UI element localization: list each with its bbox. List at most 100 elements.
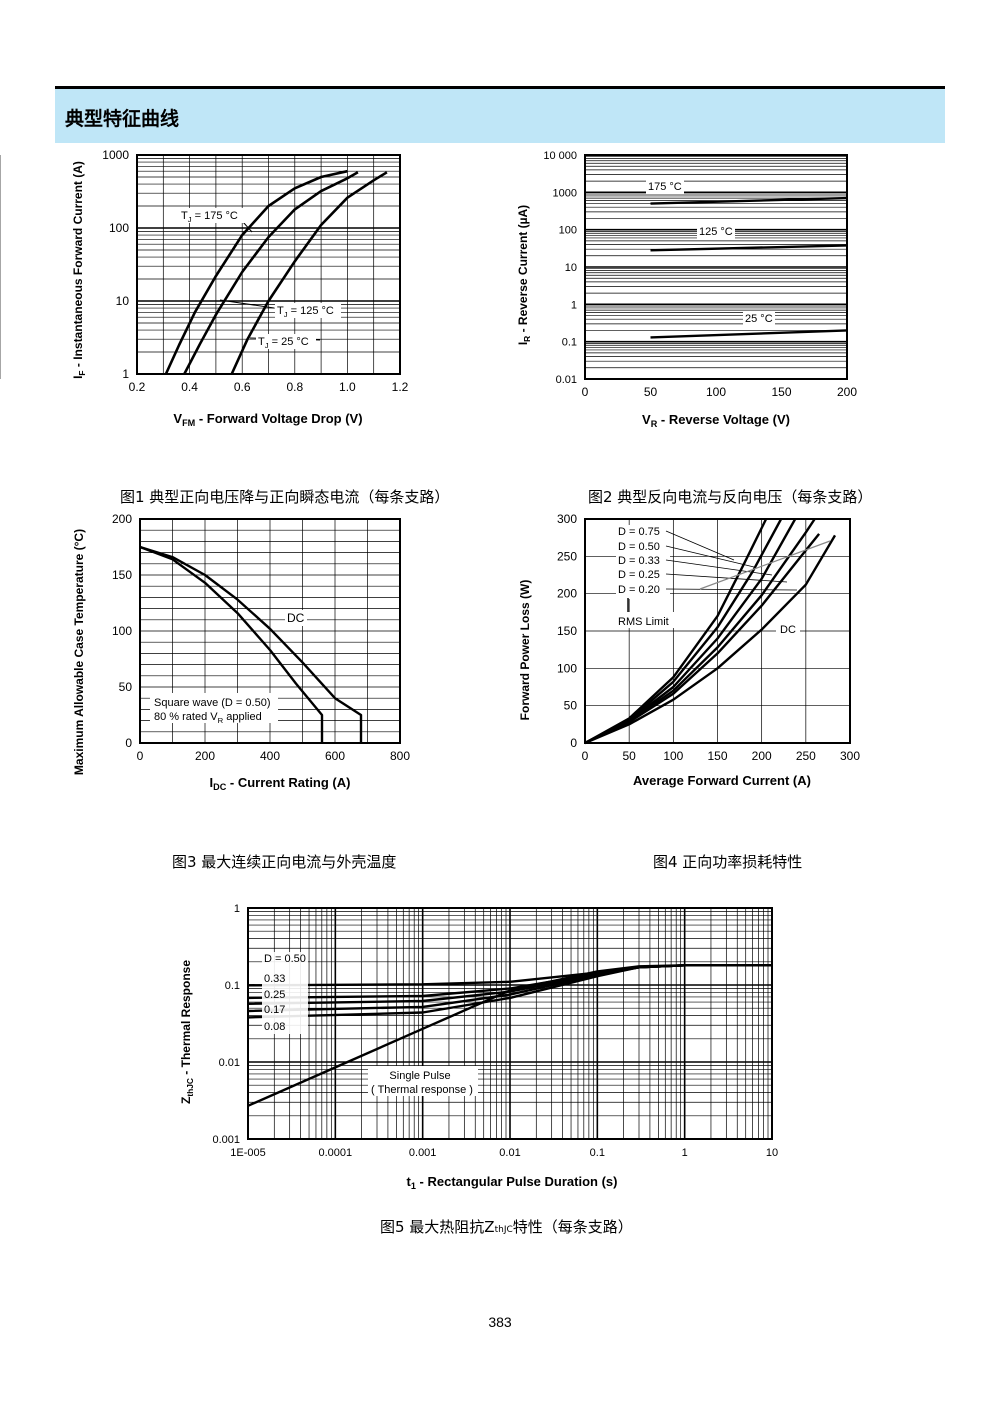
y-tick-label: 300	[557, 512, 577, 526]
figure-3-caption: 图3 最大连续正向电流与外壳温度	[172, 853, 397, 871]
x-tick-label: 100	[663, 749, 683, 763]
y-axis-title: IF - Instantaneous Forward Current (A)	[71, 161, 87, 379]
y-tick-label: 150	[112, 568, 132, 582]
x-tick-label: 1.2	[392, 380, 409, 394]
plot-frame	[139, 518, 401, 744]
x-tick-label: 200	[195, 749, 215, 763]
series-label: 0.33	[264, 973, 285, 985]
figure-4-caption: 图4 正向功率损耗特性	[653, 853, 803, 871]
y-axis-title: Forward Power Loss (W)	[518, 580, 532, 721]
figure-5-caption-tail: 特性（每条支路）	[512, 1218, 633, 1236]
x-tick-label: 800	[390, 749, 410, 763]
series-label: D = 0.75	[618, 526, 660, 538]
y-axis-title: IR - Reverse Current (µA)	[516, 205, 532, 345]
x-tick-label: 0.6	[234, 380, 251, 394]
figure-5-caption-main: 图5 最大热阻抗Z	[380, 1218, 495, 1236]
x-tick-label: 0.1	[590, 1147, 605, 1159]
figure-1-caption: 图1 典型正向电压降与正向瞬态电流（每条支路）	[120, 488, 450, 506]
series-label: D = 0.33	[618, 555, 660, 567]
label-background	[616, 525, 670, 599]
page-number: 383	[488, 1314, 512, 1330]
label-background	[256, 334, 316, 349]
rms-limit-line	[699, 540, 831, 590]
section-header-band	[55, 89, 945, 143]
y-tick-label: 50	[564, 699, 578, 713]
series-label: D = 0.50	[618, 541, 660, 553]
y-tick-label: 1	[122, 367, 129, 381]
x-tick-label: 1.0	[339, 380, 356, 394]
series-label: D = 0.25	[618, 569, 660, 581]
y-tick-label: 200	[112, 512, 132, 526]
x-tick-label: 0.8	[286, 380, 303, 394]
y-tick-label: 50	[119, 680, 133, 694]
x-tick-label: 0.4	[181, 380, 198, 394]
figure-3-chart: 0 200 400 600 800 0 50 100 150 200 DC Square wave (…	[72, 512, 410, 792]
x-tick-label: 250	[796, 749, 816, 763]
x-tick-label: 0.01	[499, 1147, 520, 1159]
section-title: 典型特征曲线	[65, 108, 180, 130]
y-tick-label: 0.1	[225, 980, 240, 992]
label-background	[275, 303, 341, 318]
series-label: DC	[287, 611, 305, 625]
x-tick-label: 0.2	[129, 380, 146, 394]
y-tick-label: 250	[557, 549, 577, 563]
x-tick-label: 600	[325, 749, 345, 763]
plot-frame	[136, 154, 401, 375]
series-label: 25 °C	[745, 313, 773, 325]
series-label: TJ = 175 °C	[181, 210, 238, 224]
rms-limit-label: RMS Limit	[618, 616, 669, 628]
y-tick-label: 0.001	[212, 1134, 240, 1146]
leader-line	[665, 588, 798, 591]
series-line	[183, 171, 359, 375]
series-line	[650, 196, 848, 205]
series-label: 0.25	[264, 989, 285, 1001]
x-tick-label: 200	[837, 385, 857, 399]
x-axis-title: VR - Reverse Voltage (V)	[642, 412, 790, 429]
figure-5-caption: 图5 最大热阻抗ZthJC特性（每条支路）	[380, 1216, 633, 1237]
plot-frame	[247, 907, 773, 1140]
x-tick-label: 200	[752, 749, 772, 763]
series-label: 0.08	[264, 1021, 285, 1033]
label-background	[368, 1066, 478, 1096]
x-axis-title: VFM - Forward Voltage Drop (V)	[173, 411, 362, 428]
figure-1-chart: 0.2 0.4 0.6 0.8 1.0 1.2 1 10 100 1000 TJ = 175 °C T…	[71, 148, 409, 428]
series-line	[584, 534, 837, 745]
figure-2-chart: 0 50 100 150 200 0.01 0.1 1 10 100 1000 10 000 175 °…	[0, 150, 857, 429]
series-label: D = 0.20	[618, 584, 660, 596]
series-label: D = 0.50	[264, 953, 306, 965]
x-tick-label: 10	[766, 1147, 778, 1159]
x-tick-label: 0.0001	[319, 1147, 353, 1159]
series-line	[139, 545, 363, 743]
figure-5-chart: 1E-005 0.0001 0.001 0.01 0.1 1 10 0.001 0.01 0.1 1…	[179, 903, 778, 1191]
series-line	[230, 171, 388, 375]
leader-line	[665, 559, 773, 576]
figure-2-caption: 图2 典型反向电流与反向电压（每条支路）	[588, 488, 873, 506]
leader-line	[219, 299, 275, 309]
y-tick-label: 100	[557, 661, 577, 675]
figure-5-caption-sub: thJC	[494, 1225, 513, 1235]
label-background	[262, 952, 308, 1034]
y-tick-label: 1	[234, 903, 240, 915]
series-label: 0.17	[264, 1004, 285, 1016]
single-pulse-label: Single Pulse	[389, 1070, 450, 1082]
single-pulse-sublabel: ( Thermal response )	[371, 1084, 473, 1096]
series-line	[247, 964, 772, 1107]
series-line	[650, 244, 848, 252]
plot-frame	[584, 518, 851, 744]
x-tick-label: 0	[582, 385, 589, 399]
label-background	[179, 208, 245, 223]
x-tick-label: 150	[771, 385, 791, 399]
y-tick-label: 0.1	[562, 337, 577, 349]
series-label: DC	[780, 624, 796, 636]
label-background	[285, 610, 307, 626]
annotation-square-wave: Square wave (D = 0.50)	[154, 697, 270, 709]
y-tick-label: 10	[116, 294, 130, 308]
annotation-rated: 80 % rated VR applied	[154, 711, 262, 725]
figure-4-chart: 0 50 100 150 200 250 300 0 50 100 150 200 250 300 D = …	[518, 512, 860, 788]
y-tick-label: 0	[125, 736, 132, 750]
label-background	[646, 179, 684, 194]
x-tick-label: 300	[840, 749, 860, 763]
y-axis-title: ZthJC - Thermal Response	[179, 960, 195, 1104]
y-tick-label: 100	[112, 624, 132, 638]
